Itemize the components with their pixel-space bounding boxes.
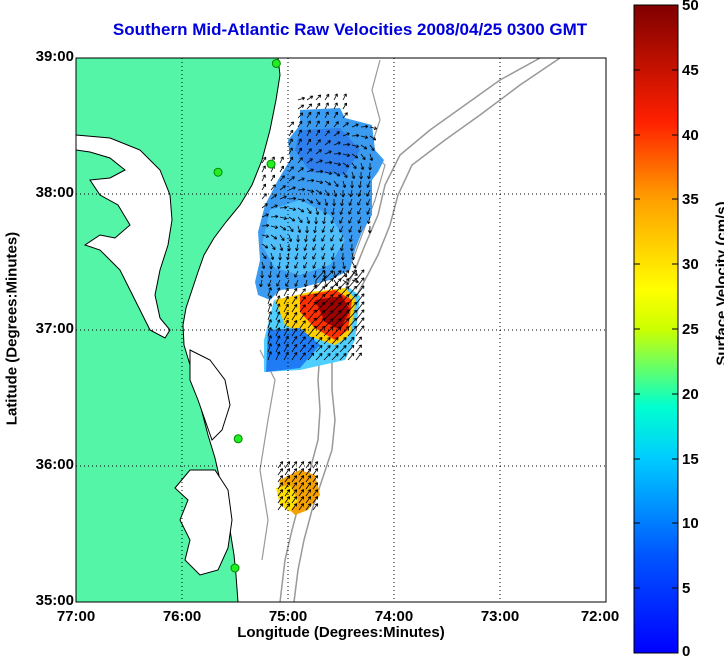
y-axis-label: Latitude (Degrees:Minutes) (4, 199, 21, 459)
station-marker (234, 435, 242, 443)
colorbar-tick-label: 15 (682, 451, 710, 468)
x-tick-label: 77:00 (46, 608, 106, 625)
station-marker (231, 564, 239, 572)
colorbar-tick-label: 45 (682, 62, 710, 79)
station-marker (272, 59, 280, 67)
colorbar-tick-label: 20 (682, 386, 710, 403)
station-marker (214, 168, 222, 176)
map-title: Southern Mid-Atlantic Raw Velocities 200… (60, 20, 640, 40)
x-axis-label: Longitude (Degrees:Minutes) (76, 624, 606, 641)
colorbar-tick-label: 5 (682, 580, 710, 597)
station-marker (267, 160, 275, 168)
colorbar (634, 5, 678, 653)
colorbar-tick-label: 10 (682, 515, 710, 532)
colorbar-label: Surface Velocity (cm/s) (714, 134, 724, 434)
x-tick-label: 76:00 (152, 608, 212, 625)
x-tick-label: 75:00 (258, 608, 318, 625)
x-tick-label: 72:00 (570, 608, 630, 625)
colorbar-tick-label: 30 (682, 256, 710, 273)
colorbar-tick-label: 0 (682, 643, 710, 660)
x-tick-label: 74:00 (364, 608, 424, 625)
y-tick-label: 35:00 (16, 592, 74, 609)
colorbar-tick-label: 40 (682, 127, 710, 144)
x-tick-label: 73:00 (470, 608, 530, 625)
y-tick-label: 38:00 (16, 184, 74, 201)
y-tick-label: 39:00 (16, 48, 74, 65)
y-tick-label: 36:00 (16, 456, 74, 473)
colorbar-tick-label: 25 (682, 321, 710, 338)
colorbar-tick-label: 35 (682, 191, 710, 208)
colorbar-tick-label: 50 (682, 0, 710, 14)
y-tick-label: 37:00 (16, 320, 74, 337)
